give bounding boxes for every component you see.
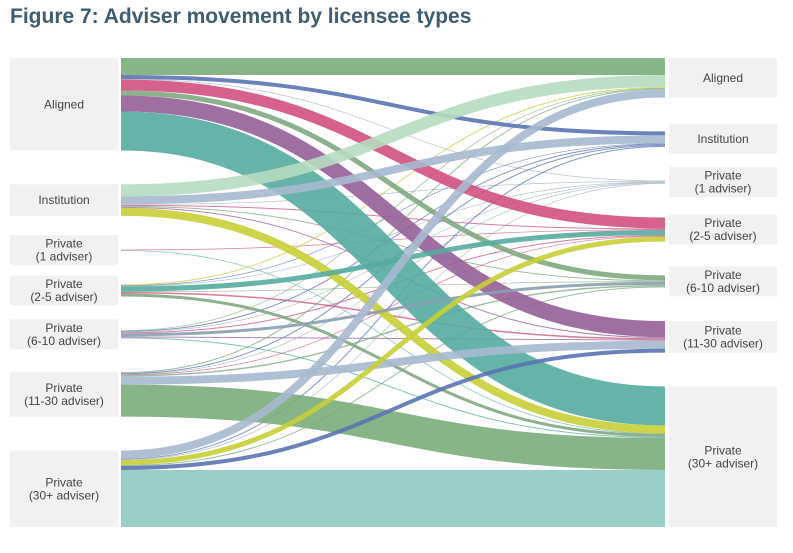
flow-link: [120, 207, 666, 434]
flow-link: [120, 181, 666, 205]
flow-link: [120, 284, 666, 377]
chart-title: Figure 7: Adviser movement by licensee t…: [10, 5, 472, 28]
node-label: Private: [45, 475, 83, 489]
node-label: Private: [45, 237, 83, 251]
flow-link: [120, 95, 666, 338]
flow-link: [120, 348, 666, 470]
node-label: Private: [45, 321, 83, 335]
node-label: Private: [704, 169, 742, 183]
node-label-box: [10, 319, 118, 350]
node-label: Private: [45, 381, 83, 395]
flow-link: [120, 145, 666, 460]
node-label: (1 adviser): [695, 182, 752, 196]
node-label: Institution: [38, 193, 89, 207]
node-label: Private: [704, 216, 742, 230]
node-label: (6-10 adviser): [27, 334, 101, 348]
flow-link: [120, 281, 666, 337]
flow-link: [120, 230, 666, 292]
node-label-box: [10, 235, 118, 266]
node-label-box: [669, 167, 777, 198]
node-label-box: [669, 214, 777, 245]
flow-link: [120, 337, 666, 438]
flow-link: [120, 236, 666, 465]
flow-link: [120, 89, 666, 459]
node-label: Private: [704, 268, 742, 282]
node-label-box: [10, 275, 118, 306]
flow-link: [120, 135, 666, 205]
flow-link: [120, 181, 666, 287]
flow-link: [120, 90, 666, 281]
node-label: (30+ adviser): [688, 456, 758, 470]
node-label: Aligned: [703, 71, 743, 85]
node-label-box: [669, 266, 777, 297]
node-label-box: [10, 372, 118, 417]
flow-link: [120, 75, 666, 136]
flow-link: [120, 143, 666, 332]
node-label: (1 adviser): [36, 250, 93, 264]
node-label: Private: [704, 443, 742, 457]
node-label: Private: [704, 323, 742, 337]
node-label-box: [10, 58, 118, 151]
node-label-box: [10, 184, 118, 216]
node-label: Private: [45, 277, 83, 291]
node-label-box: [669, 58, 777, 98]
node-label: (2-5 adviser): [30, 290, 97, 304]
node-label: (6-10 adviser): [686, 281, 760, 295]
node-label-box: [669, 386, 777, 527]
flow-link: [120, 229, 666, 251]
node-label: Aligned: [44, 97, 84, 111]
node-label-box: [669, 321, 777, 353]
flow-link: [120, 79, 666, 229]
flow-link: [120, 235, 666, 376]
flow-link: [120, 75, 666, 197]
flow-link: [120, 286, 666, 466]
node-label: Institution: [697, 132, 748, 146]
node-label-box: [669, 124, 777, 155]
flow-link: [120, 88, 666, 374]
flow-link: [120, 384, 666, 470]
node-label: (2-5 adviser): [689, 229, 756, 243]
node-label: (11-30 adviser): [683, 336, 763, 350]
node-label: (11-30 adviser): [24, 394, 104, 408]
flow-link: [120, 336, 666, 341]
node-label-box: [10, 450, 118, 527]
flow-link: [120, 340, 666, 385]
flow-link: [120, 250, 666, 435]
node-label: (30+ adviser): [29, 488, 99, 502]
